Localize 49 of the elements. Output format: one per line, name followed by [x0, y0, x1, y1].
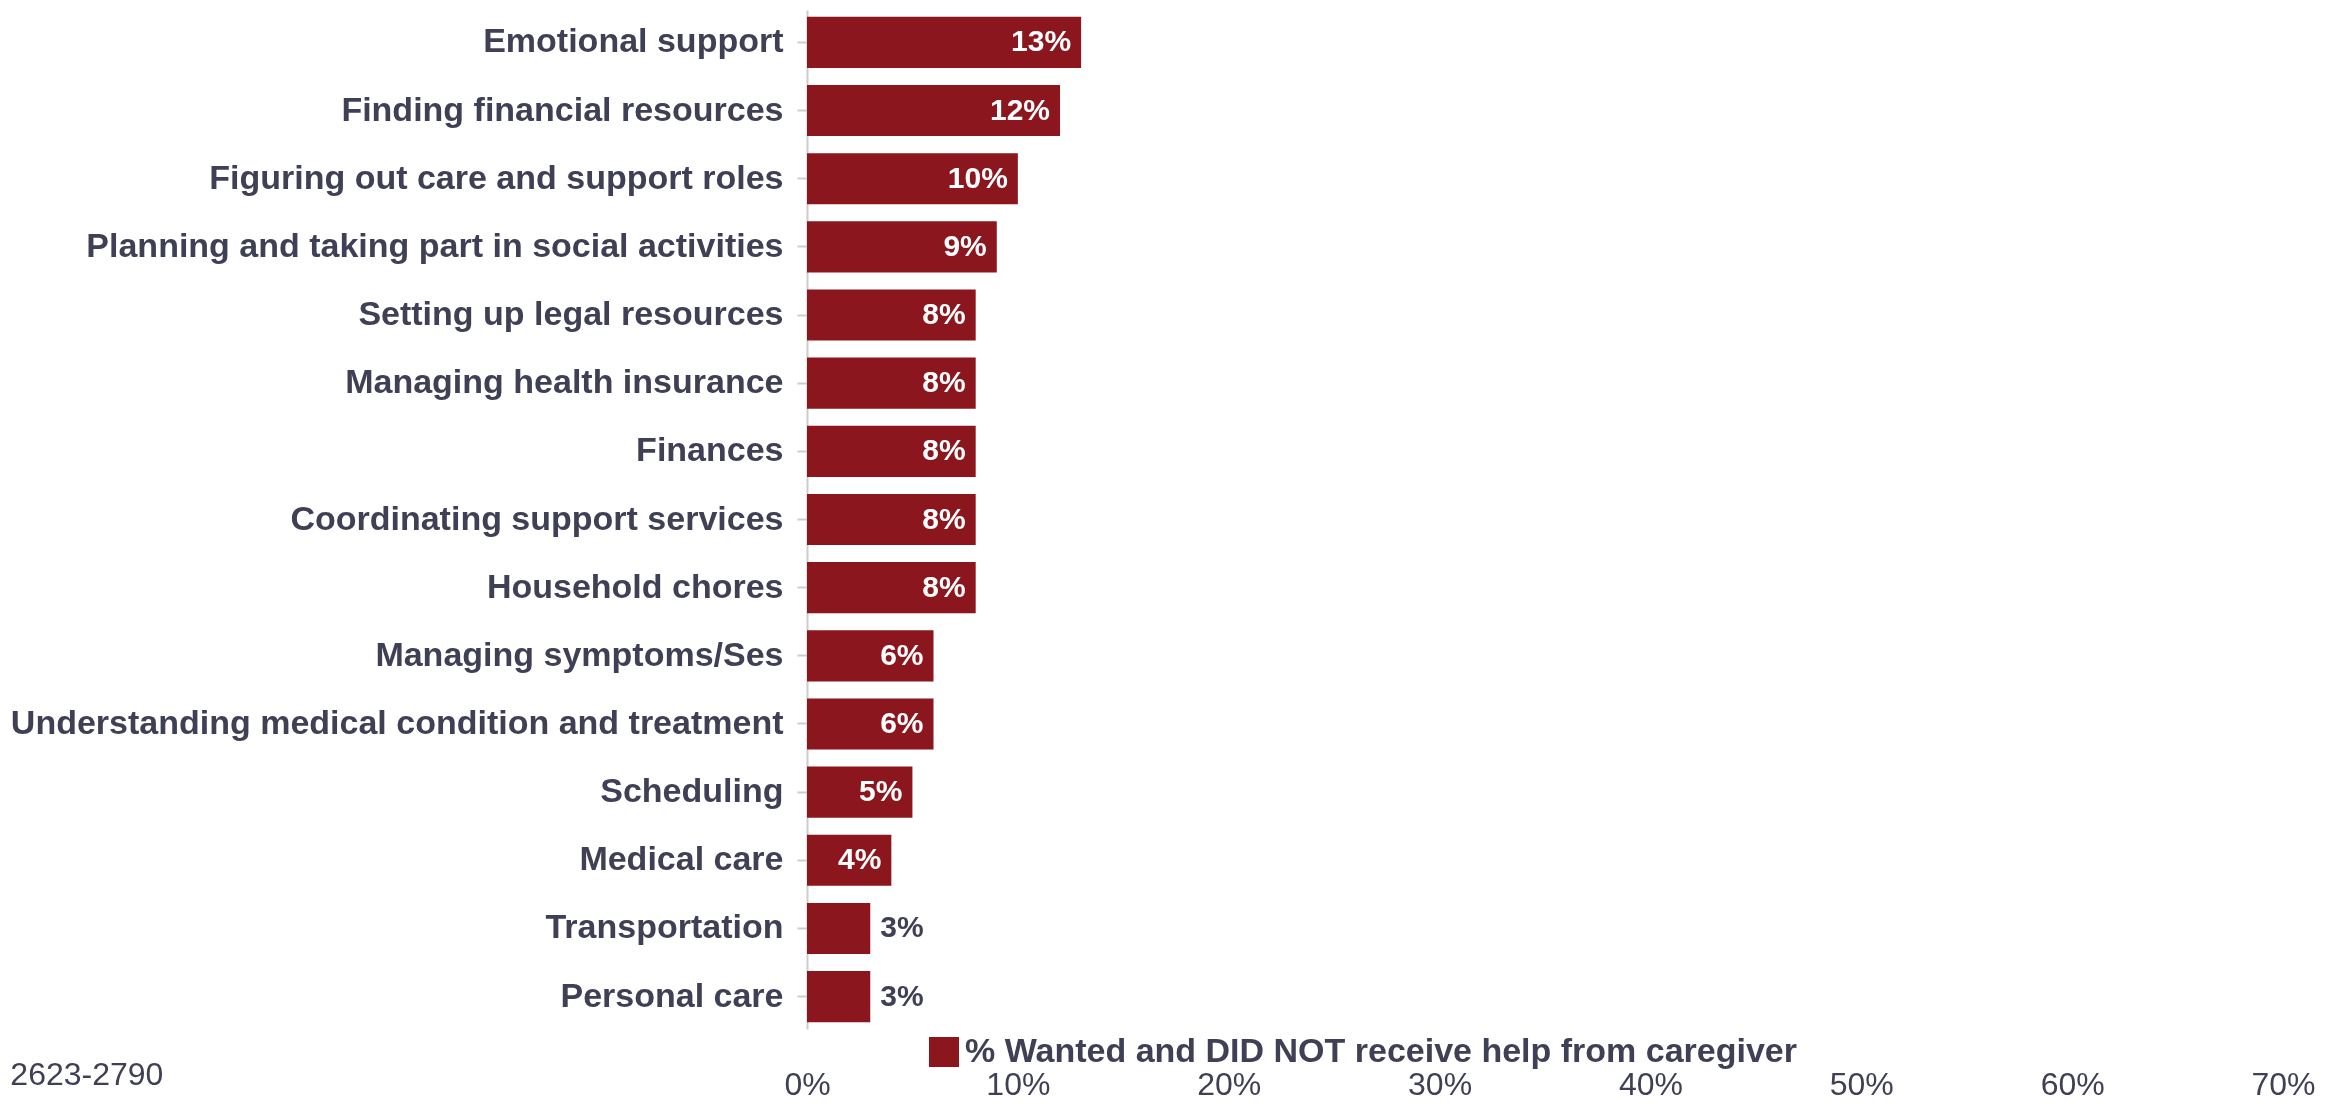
y-tick-label: Emotional support [483, 21, 784, 60]
text: 6% [880, 705, 924, 739]
x-tick-label: 50% [1829, 1065, 1894, 1102]
text: 8% [922, 569, 966, 603]
text: 9% [943, 228, 987, 262]
text: 5% [859, 774, 903, 808]
text: 2623-2790 [10, 1056, 164, 1092]
text: 12% [989, 92, 1051, 126]
bar [807, 971, 871, 1023]
text: 10% [947, 160, 1008, 194]
y-tick-label: Scheduling [600, 771, 784, 810]
bar [807, 630, 934, 682]
y-tick-label: Transportation [545, 907, 784, 946]
bar [807, 357, 976, 409]
bar [807, 698, 934, 750]
x-tick-label: 60% [2040, 1065, 2105, 1102]
bar [807, 16, 1082, 68]
text: 3% [880, 978, 924, 1012]
bar [807, 766, 913, 818]
x-tick-label: 70% [2251, 1065, 2316, 1102]
y-tick-label: Personal care [560, 975, 784, 1014]
y-tick-label: Household chores [486, 566, 784, 605]
bar [807, 493, 976, 546]
text: 8% [922, 365, 966, 399]
text: 6% [880, 637, 924, 671]
text: 8% [922, 297, 966, 331]
bar [807, 289, 976, 341]
y-tick-label: Managing symptoms/Ses [375, 634, 784, 673]
bar [807, 562, 976, 614]
y-tick-label: Understanding medical condition and treatment [10, 702, 784, 741]
bar [807, 902, 871, 955]
bar [807, 153, 1018, 205]
bar [807, 221, 997, 273]
y-tick-label: Finding financial resources [341, 89, 784, 128]
bar [807, 425, 976, 477]
text: 3% [880, 910, 924, 944]
text: 13% [1011, 24, 1072, 58]
y-tick-label: Coordinating support services [290, 498, 784, 537]
y-tick-label: Managing health insurance [345, 362, 784, 401]
y-tick-label: Medical care [579, 839, 784, 878]
y-tick-label: Finances [636, 430, 784, 469]
text: 8% [922, 501, 966, 535]
bar [807, 84, 1061, 137]
text: 4% [837, 842, 882, 876]
text: 8% [922, 433, 966, 467]
x-tick-label: 0% [784, 1065, 831, 1102]
y-tick-label: Figuring out care and support roles [209, 157, 784, 196]
y-tick-label: Setting up legal resources [358, 294, 784, 333]
y-tick-label: Planning and taking part in social activities [86, 225, 784, 264]
